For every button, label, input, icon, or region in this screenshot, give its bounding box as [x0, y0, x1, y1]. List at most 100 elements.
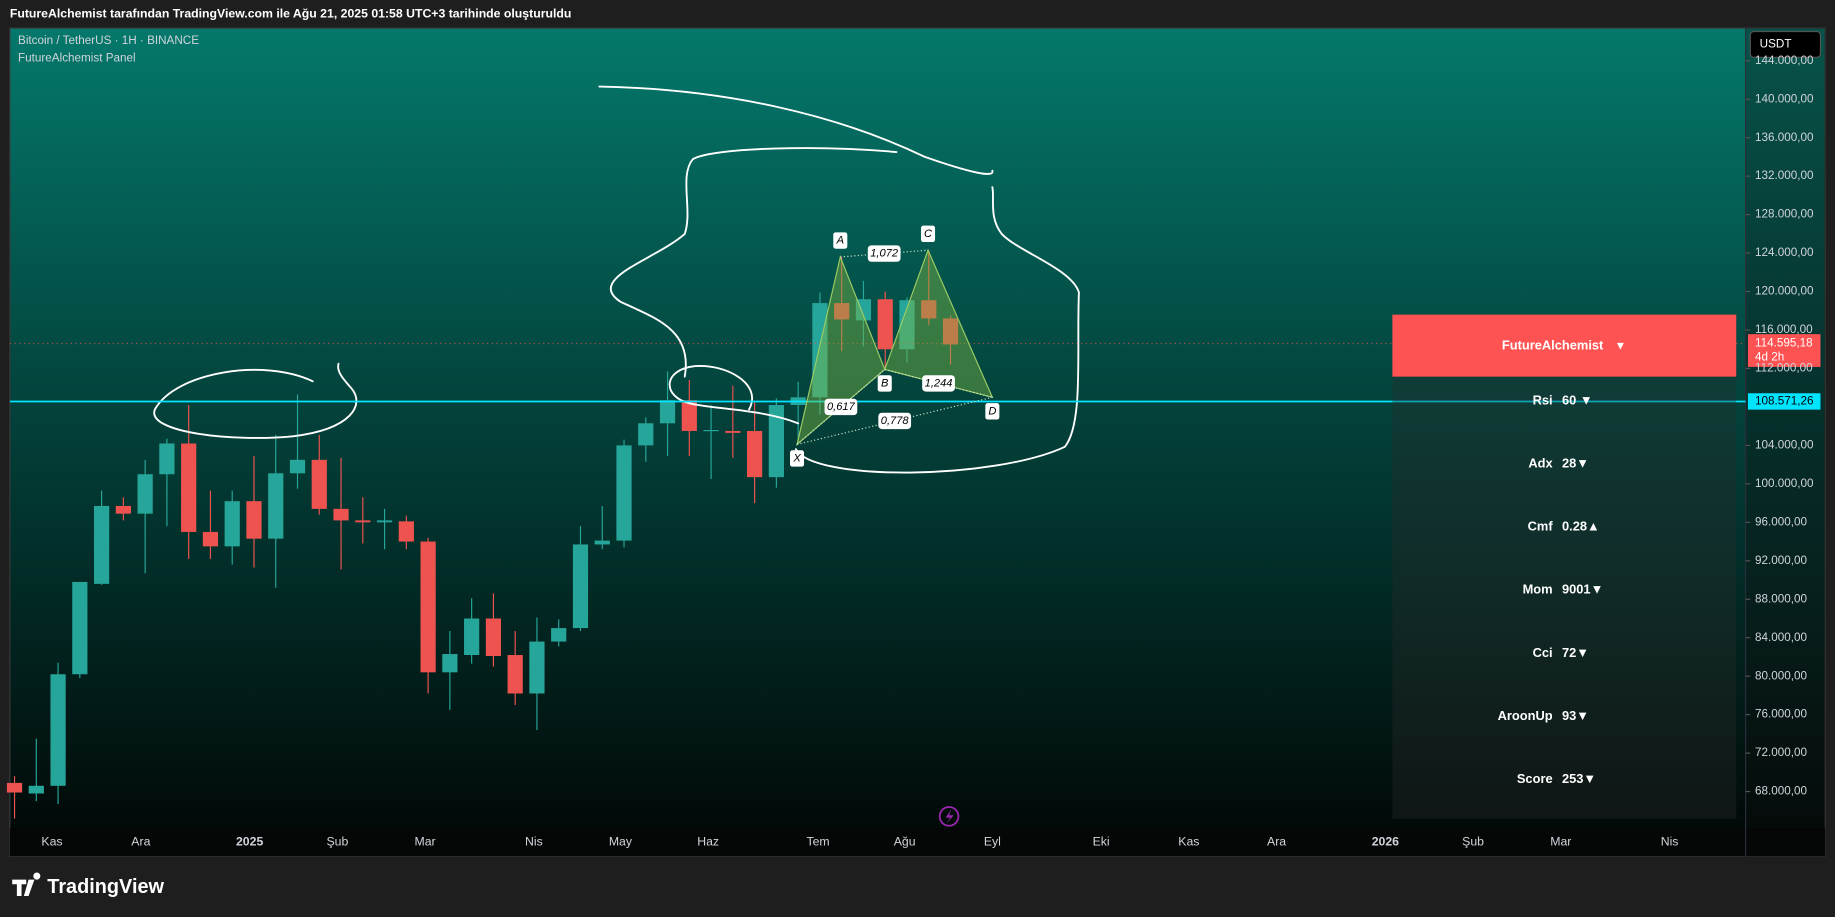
candle-body: [6, 782, 23, 793]
candle-body: [681, 400, 697, 431]
point-label: D: [988, 405, 996, 417]
y-tick-label: 96.000,00: [1755, 515, 1807, 528]
candle-body: [659, 400, 676, 424]
y-tick-label: 104.000,00: [1755, 438, 1814, 451]
level-label: 108.571,26: [1755, 395, 1814, 408]
countdown: 4d 2h: [1755, 351, 1784, 364]
y-tick-label: 120.000,00: [1755, 285, 1814, 298]
ratio-box: [824, 398, 858, 416]
candle-body: [485, 618, 502, 656]
x-tick-label: Mar: [1550, 834, 1571, 848]
candle-body: [877, 299, 893, 350]
candle-body: [224, 501, 240, 547]
last-price-label: 114.595,18: [1755, 337, 1813, 350]
chart-subtitle: FutureAlchemist Panel: [18, 52, 136, 65]
chart-area: [9, 27, 1826, 857]
candle-body: [94, 505, 110, 584]
x-tick-label: Şub: [1462, 834, 1484, 848]
panel-row-value: 9001▼: [1562, 582, 1603, 597]
panel-row-label: Cci: [1533, 645, 1553, 660]
candle-body: [507, 655, 523, 694]
y-tick-label: 100.000,00: [1755, 477, 1814, 490]
x-tick-label: Ara: [1267, 834, 1286, 848]
alert-bolt: [945, 809, 954, 824]
y-tick-label: 68.000,00: [1755, 785, 1807, 798]
logo: [12, 872, 41, 896]
ratio-box: [922, 375, 955, 392]
y-tick-label: 88.000,00: [1755, 592, 1807, 605]
freehand: [153, 362, 358, 439]
last-price-box: [1747, 334, 1821, 367]
ratio-label: 0,617: [827, 401, 856, 413]
candle-body: [725, 430, 741, 433]
x-tick-label: Haz: [697, 834, 719, 848]
panel: [1392, 314, 1737, 819]
point-box: [790, 450, 805, 467]
panel-rows: Rsi 60 ▼ Adx 28▼ Cmf 0.28▲ Mom 9001▼ Cci 72▼ Aroon…: [1498, 393, 1604, 786]
x-tick-label: Kas: [1178, 834, 1199, 848]
y-tick-label: 80.000,00: [1755, 669, 1807, 682]
ratio-label: 1,244: [925, 377, 953, 389]
y-tick-label: 84.000,00: [1755, 631, 1807, 644]
y-tick-label: 112.000,00: [1755, 362, 1813, 375]
currency-box[interactable]: [1749, 30, 1822, 58]
candle-body: [246, 501, 262, 539]
point-box: [833, 232, 848, 249]
x-tick-label: Şub: [326, 834, 348, 848]
candle-body: [768, 405, 784, 478]
candle-body: [311, 459, 327, 509]
candle-body: [747, 430, 763, 478]
candle-body: [594, 540, 610, 545]
candle-body: [50, 674, 66, 786]
point-label: X: [792, 452, 801, 464]
point-box: [921, 225, 936, 243]
time-axis: [9, 828, 1826, 857]
y-tick-label: 140.000,00: [1755, 92, 1814, 105]
candle-body: [137, 474, 153, 514]
currency: USDT: [1760, 38, 1792, 51]
freehand: [668, 365, 800, 425]
candle-body: [115, 505, 131, 514]
panel-row-label: AroonUp: [1498, 708, 1553, 723]
candle-body: [376, 520, 393, 523]
candle-body: [28, 785, 44, 794]
y-tick-label: 128.000,00: [1755, 208, 1814, 221]
panel-title: FutureAlchemist: [1502, 338, 1604, 353]
candle-body: [159, 443, 175, 475]
point-label: B: [881, 377, 889, 389]
pattern-ratio-line: [884, 368, 993, 398]
x-tick-label: 2025: [236, 834, 263, 848]
panel-row-value: 253▼: [1562, 771, 1596, 786]
y-tick-label: 76.000,00: [1755, 708, 1807, 721]
candle-body: [181, 443, 197, 532]
point-box: [985, 403, 1000, 420]
freehand: [610, 147, 898, 378]
candle-body: [289, 459, 306, 474]
y-tick-label: 116.000,00: [1755, 323, 1813, 336]
candle-body: [202, 531, 219, 547]
panel-header[interactable]: [1392, 314, 1737, 377]
drawings: [153, 85, 1080, 474]
candle-body: [572, 544, 589, 629]
ratio-label: 1,072: [870, 247, 899, 259]
caption: FutureAlchemist tarafından TradingView.c…: [10, 6, 572, 20]
alert-icon[interactable]: [938, 806, 960, 827]
candle-body: [942, 318, 959, 345]
candle-body: [333, 508, 349, 521]
x-tick-label: Kas: [41, 834, 62, 848]
freehand: [794, 186, 1080, 474]
point-label: C: [924, 228, 933, 240]
freehand: [598, 85, 994, 175]
panel-row-value: 93▼: [1562, 708, 1589, 723]
panel-row-label: Mom: [1523, 582, 1553, 597]
panel-row-label: Rsi: [1533, 393, 1553, 408]
panel-row-label: Cmf: [1528, 519, 1554, 534]
x-tick-label: 2026: [1372, 834, 1399, 848]
pattern-ratio-line: [840, 249, 929, 258]
ratio-box: [878, 412, 912, 430]
candle-body: [420, 541, 436, 673]
x-tick-label: Eyl: [984, 834, 1001, 848]
candle-body: [355, 520, 371, 523]
